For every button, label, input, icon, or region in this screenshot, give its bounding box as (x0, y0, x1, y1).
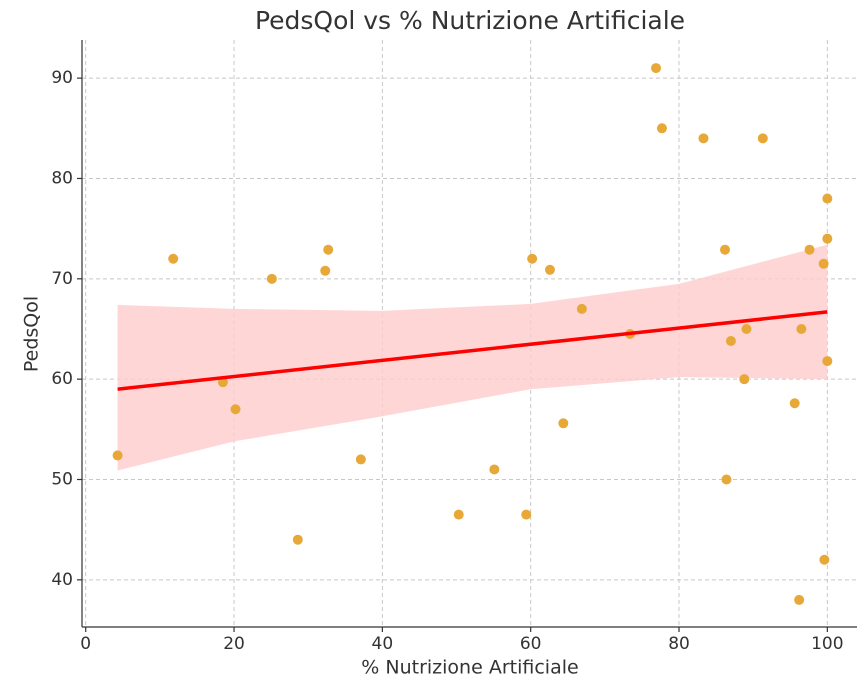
data-point (822, 193, 833, 204)
data-point (112, 450, 123, 461)
x-tick-label: 60 (520, 634, 542, 654)
data-point (719, 244, 730, 255)
data-point (822, 356, 833, 367)
data-point (453, 509, 464, 520)
data-point (698, 133, 709, 144)
x-tick-label: 100 (811, 634, 843, 654)
data-point (656, 123, 667, 134)
x-tick-label: 80 (668, 634, 690, 654)
data-point (527, 253, 538, 264)
data-point (651, 63, 662, 74)
x-tick-label: 40 (372, 634, 394, 654)
data-point (355, 454, 366, 465)
regression-line (117, 310, 828, 391)
data-point (739, 374, 750, 385)
data-point (323, 244, 334, 255)
data-point (576, 303, 587, 314)
data-point (320, 265, 331, 276)
data-point (721, 474, 732, 485)
data-point (544, 264, 555, 275)
data-point (819, 554, 830, 565)
y-tick-label: 60 (51, 369, 73, 389)
data-point (804, 244, 815, 255)
data-point (266, 273, 277, 284)
confidence-band (117, 244, 828, 471)
x-tick-label: 0 (80, 634, 91, 654)
data-point (558, 418, 569, 429)
data-point (230, 404, 241, 415)
data-point (168, 253, 179, 264)
y-axis-label: PedsQol (21, 296, 43, 372)
y-tick-label: 70 (51, 269, 73, 289)
data-point (741, 323, 752, 334)
y-tick-label: 40 (51, 570, 73, 590)
data-point (757, 133, 768, 144)
data-point (818, 258, 829, 269)
data-point (794, 594, 805, 605)
x-axis-label: % Nutrizione Artificiale (361, 657, 578, 679)
data-point (292, 534, 303, 545)
y-tick-label: 90 (51, 68, 73, 88)
data-point (822, 233, 833, 244)
chart-title: PedsQol vs % Nutrizione Artificiale (255, 6, 685, 35)
y-tick-label: 80 (51, 168, 73, 188)
y-tick-label: 50 (51, 469, 73, 489)
data-point (725, 336, 736, 347)
data-point (489, 464, 500, 475)
data-point (796, 323, 807, 334)
data-point (521, 509, 532, 520)
x-tick-label: 20 (223, 634, 245, 654)
data-point (789, 398, 800, 409)
